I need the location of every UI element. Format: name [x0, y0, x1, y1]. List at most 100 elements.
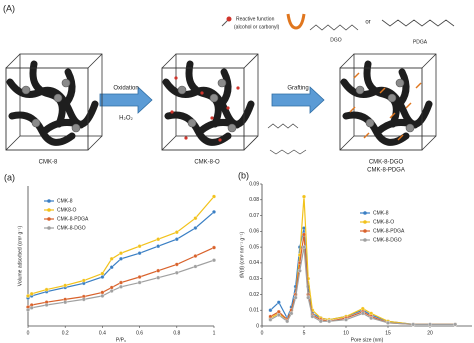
panel-label: (A) — [3, 3, 15, 13]
y-tick-label: 0.06 — [249, 229, 259, 235]
pore — [365, 118, 375, 128]
reactive-label: (alcohol or carbonyl) — [234, 24, 280, 30]
data-point — [453, 322, 458, 327]
data-point — [297, 268, 302, 273]
grafted-chain — [349, 106, 356, 113]
carbon-network — [185, 60, 222, 128]
data-point — [318, 319, 323, 324]
data-point — [193, 264, 198, 269]
grafted-chain — [379, 87, 386, 94]
molecule — [267, 123, 307, 155]
reactive-site — [210, 116, 214, 120]
reactive-site — [174, 76, 178, 80]
cube-edge — [243, 135, 259, 151]
data-point — [137, 244, 142, 249]
data-point — [29, 305, 34, 310]
data-point — [285, 319, 290, 324]
legend-label: CMK-8-PDGA — [57, 216, 89, 222]
x-axis-label: Pore size (nm) — [351, 337, 384, 343]
y-axis-label: Volume adsorbed (cm³ g⁻¹) — [17, 225, 23, 286]
reagent-label: H₂O₂ — [119, 116, 133, 122]
data-point — [137, 251, 142, 256]
pore — [61, 78, 71, 88]
reactive-site — [218, 138, 222, 142]
data-point — [100, 275, 105, 279]
pore — [71, 123, 81, 133]
data-point — [174, 262, 179, 267]
cube-edge — [87, 53, 103, 69]
x-tick-label: 0.4 — [99, 330, 106, 336]
y-tick-label: 0.07 — [249, 213, 259, 219]
cube-edge — [243, 53, 259, 69]
y-tick-label: 0.05 — [249, 244, 259, 250]
carbon-network — [376, 118, 419, 134]
grafted-chain — [363, 132, 370, 139]
carbon-network — [342, 111, 410, 146]
legend-label: CMK8-O — [57, 207, 77, 213]
x-tick-label: 0.2 — [62, 330, 69, 336]
cube-edge — [5, 135, 21, 151]
cube-front — [161, 67, 245, 151]
data-point — [137, 280, 142, 285]
data-point — [193, 216, 198, 221]
data-point — [119, 256, 123, 261]
data-point — [268, 317, 273, 322]
x-tick-label: 15 — [385, 330, 391, 336]
pore — [209, 93, 219, 103]
data-point — [81, 278, 86, 283]
legend-marker — [363, 220, 367, 224]
data-point — [63, 300, 68, 305]
cube-edge — [5, 53, 21, 69]
pdga-structure — [381, 19, 455, 27]
y-tick-label: 0.08 — [249, 197, 259, 203]
pore — [31, 118, 41, 128]
data-point — [29, 291, 34, 296]
x-tick-label: 0.8 — [173, 330, 180, 336]
arrow — [271, 86, 325, 114]
x-tick-label: 20 — [427, 330, 433, 336]
legend-marker — [47, 208, 51, 212]
panel-label: (a) — [4, 172, 15, 182]
pore — [53, 93, 63, 103]
data-point — [268, 308, 273, 313]
data-point — [289, 311, 294, 316]
data-point — [193, 226, 198, 230]
data-point — [302, 245, 306, 250]
cube-front — [339, 67, 423, 151]
x-tick-label: 0 — [261, 330, 264, 336]
data-point — [344, 317, 348, 322]
pore — [405, 123, 415, 133]
legend-label: CMK-8 — [57, 198, 73, 204]
x-tick-label: 10 — [343, 330, 349, 336]
y-tick-label: 0.03 — [249, 276, 259, 282]
material-label: CMK-8-DGO — [369, 160, 404, 166]
data-point — [360, 311, 365, 316]
carbon-network — [29, 60, 66, 128]
reactive-dot — [226, 16, 232, 22]
data-point — [109, 265, 114, 270]
data-point — [428, 322, 432, 327]
arrow — [99, 86, 153, 114]
cube-edge — [339, 135, 355, 151]
pore — [177, 85, 187, 95]
data-point — [174, 270, 179, 275]
carbon-network — [59, 68, 76, 111]
data-point — [386, 320, 390, 325]
data-point — [212, 258, 216, 263]
carbon-network — [215, 68, 232, 111]
legend-label: CMK-8-O — [373, 219, 394, 225]
data-point — [119, 251, 123, 256]
legend-label: CMK-8-DGO — [57, 225, 86, 231]
material-label: CMK-8 — [39, 160, 58, 166]
anchor-icon — [286, 13, 306, 30]
or-label: or — [365, 20, 370, 26]
data-point — [310, 314, 315, 319]
legend-marker — [363, 229, 367, 233]
data-point — [369, 316, 374, 321]
pore — [21, 85, 31, 95]
reactive-site — [184, 136, 188, 140]
dgo-structure — [309, 24, 359, 31]
y-tick-label: 0.09 — [249, 181, 259, 187]
carbon-network — [363, 60, 400, 128]
